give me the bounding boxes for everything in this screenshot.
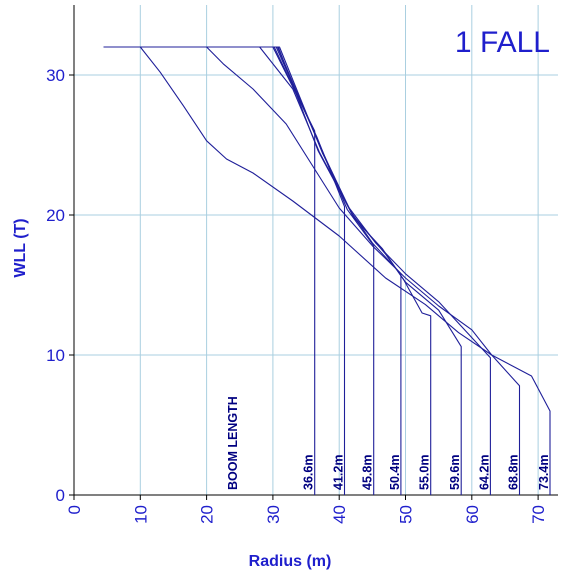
x-tick-label: 50	[397, 505, 416, 524]
x-tick-label: 20	[198, 505, 217, 524]
x-tick-label: 40	[330, 505, 349, 524]
x-tick-labels: 0 10 20 30 40 50 60 70	[65, 505, 548, 524]
boom-length-label: 41.2m	[332, 455, 346, 490]
x-tick-label: 30	[264, 505, 283, 524]
boom-length-label: 73.4m	[537, 455, 551, 490]
series-line-73.4m	[103, 46, 551, 495]
series-lines	[103, 46, 551, 495]
series-line-55.0m	[103, 46, 432, 495]
y-tick-labels: 0 10 20 30	[46, 66, 65, 505]
x-tick-label: 60	[463, 505, 482, 524]
series-line-68.8m	[103, 46, 521, 495]
y-tick-label: 30	[46, 66, 65, 85]
axes	[69, 5, 558, 500]
x-tick-label: 0	[65, 505, 84, 514]
plot-background	[74, 5, 558, 495]
series-line-59.6m	[103, 46, 462, 495]
y-tick-label: 20	[46, 206, 65, 225]
boom-length-label: 59.6m	[448, 455, 462, 490]
boom-length-label: 45.8m	[361, 455, 375, 490]
boom-length-label: 36.6m	[302, 455, 316, 490]
boom-length-label: 50.4m	[388, 455, 402, 490]
boom-length-labels: 36.6m 41.2m 45.8m 50.4m 55.0m 59.6m 64.2m 68.8m…	[302, 455, 551, 490]
boom-length-label: 68.8m	[507, 455, 521, 490]
x-tick-label: 70	[529, 505, 548, 524]
boom-length-label: 64.2m	[477, 455, 491, 490]
boom-length-label: 55.0m	[418, 455, 432, 490]
boom-length-annotation: BOOM LENGTH	[226, 396, 240, 490]
y-tick-label: 0	[56, 486, 65, 505]
y-axis-title: WLL (T)	[12, 218, 29, 277]
series-line-64.2m	[103, 46, 491, 495]
x-tick-label: 10	[131, 505, 150, 524]
y-tick-label: 10	[46, 346, 65, 365]
chart-title: 1 FALL	[455, 26, 550, 59]
x-axis-title: Radius (m)	[249, 553, 332, 570]
grid-lines	[74, 5, 558, 495]
